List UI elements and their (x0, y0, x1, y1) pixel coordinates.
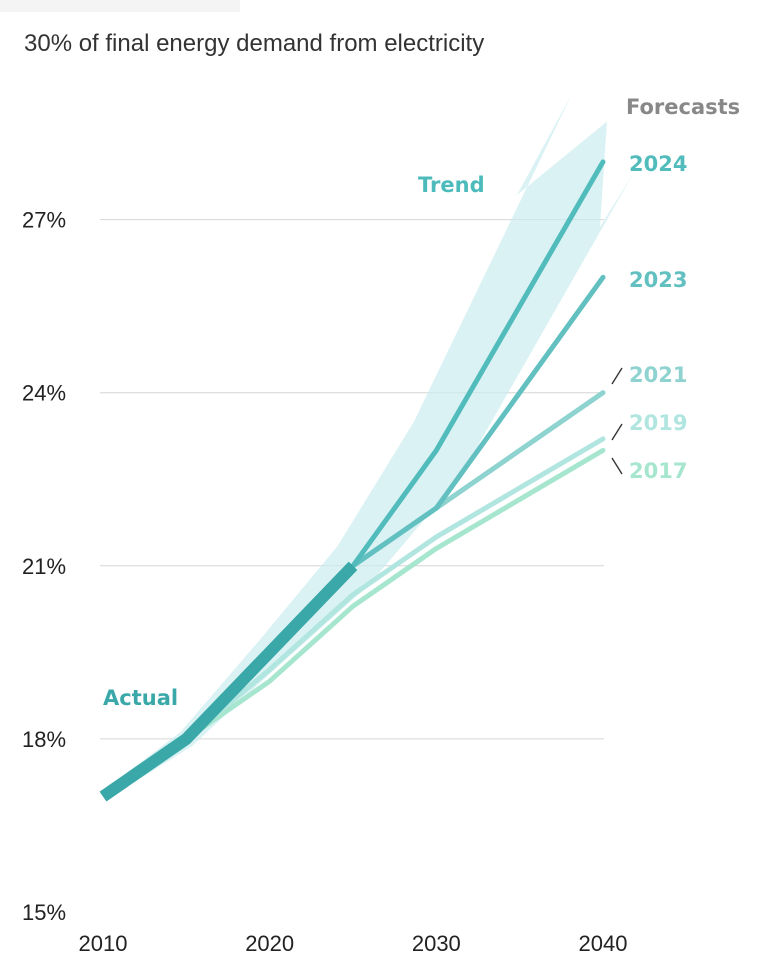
x-tick-2010: 2010 (79, 931, 128, 956)
series-line-actual (99, 561, 358, 802)
series-label-2024: 2024 (629, 152, 687, 176)
x-tick-2020: 2020 (245, 931, 294, 956)
leader-2021 (611, 367, 623, 385)
leader-2019 (611, 423, 623, 441)
chart-title: 30% of final energy demand from electric… (24, 30, 485, 57)
series-label-2021: 2021 (629, 363, 687, 387)
series-lines (99, 159, 606, 802)
y-tick-18: 18% (22, 727, 66, 752)
y-tick-27: 27% (22, 208, 66, 233)
y-tick-15: 15% (22, 900, 66, 925)
x-tick-2030: 2030 (412, 931, 461, 956)
series-line-2019 (183, 436, 606, 742)
y-tick-24: 24% (22, 381, 66, 406)
series-line-2017 (183, 447, 606, 742)
x-tick-labels: 2010 2020 2030 2040 (79, 931, 628, 956)
trend-arrow-shape (100, 93, 634, 801)
forecasts-heading: Forecasts (626, 95, 740, 119)
series-label-2017: 2017 (629, 459, 687, 483)
trend-label: Trend (418, 173, 485, 197)
top-band (0, 0, 240, 12)
series-label-2019: 2019 (629, 411, 687, 435)
series-line-2024 (350, 159, 606, 569)
y-tick-labels: 15% 18% 21% 24% 27% (22, 208, 66, 925)
trend-arrow (100, 93, 634, 801)
series-line-2023 (350, 274, 606, 569)
x-tick-2040: 2040 (579, 931, 628, 956)
actual-label: Actual (103, 686, 178, 710)
leader-2017 (611, 457, 623, 475)
series-label-2023: 2023 (629, 268, 687, 292)
y-tick-21: 21% (22, 554, 66, 579)
series-labels: 2024 2023 2021 2019 2017 Forecasts Trend Actual (103, 95, 740, 710)
